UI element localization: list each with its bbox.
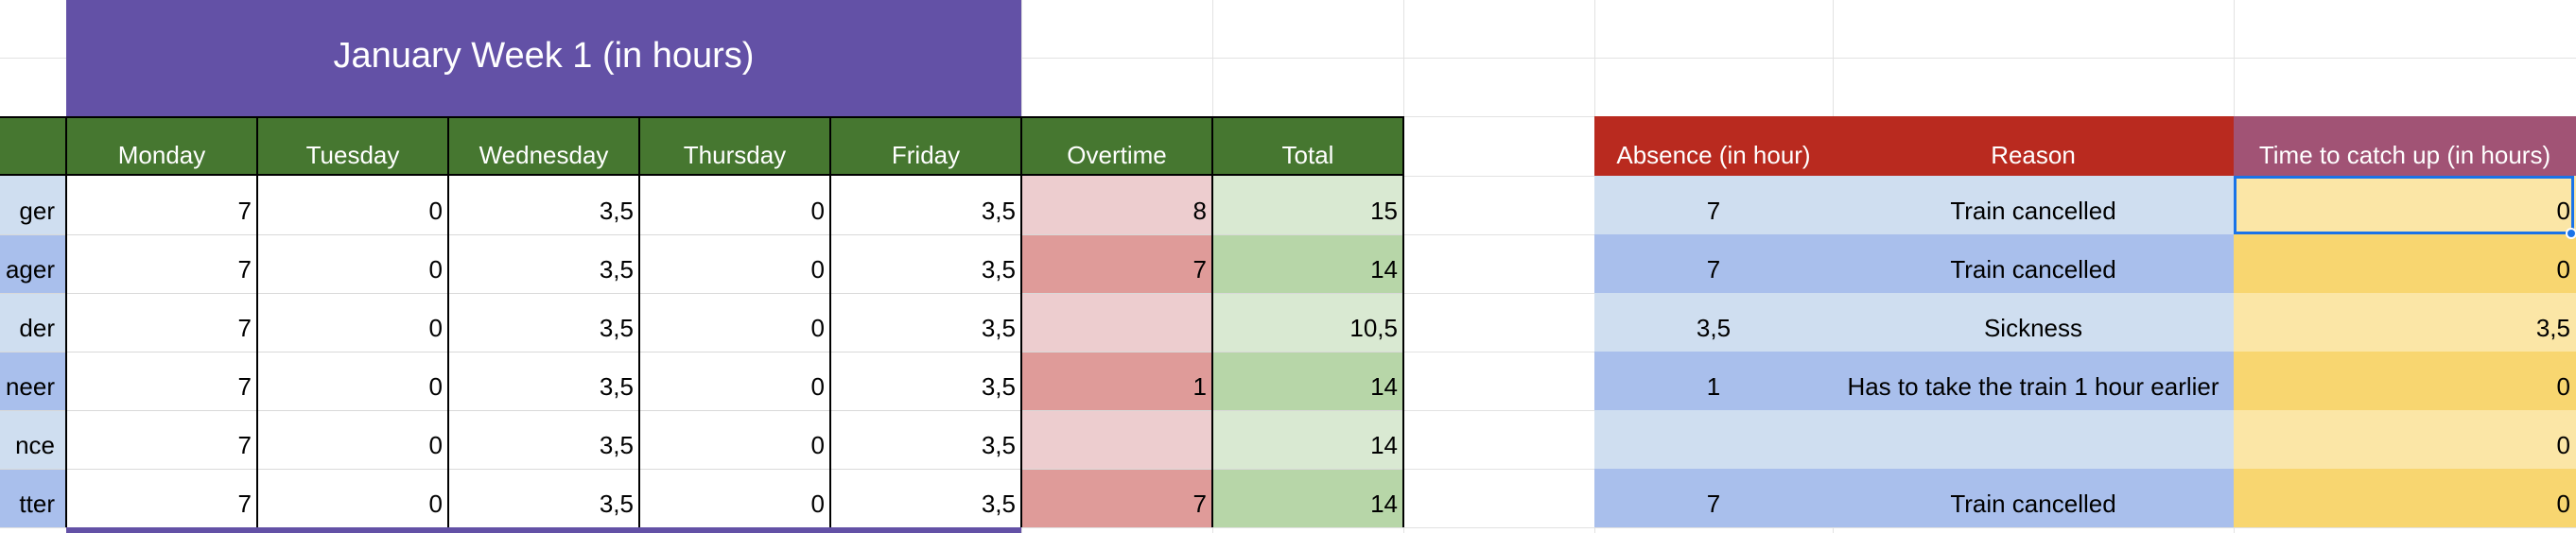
reason-cell[interactable]: Has to take the train 1 hour earlier bbox=[1833, 352, 2234, 410]
wednesday-cell[interactable]: 3,5 bbox=[448, 469, 639, 527]
gridline-horizontal bbox=[0, 527, 2576, 528]
row-divider bbox=[0, 469, 1403, 470]
wednesday-cell[interactable]: 3,5 bbox=[448, 352, 639, 410]
catch-up-cell[interactable]: 3,5 bbox=[2234, 293, 2576, 352]
header-friday[interactable]: Friday bbox=[830, 116, 1021, 176]
monday-cell[interactable]: 7 bbox=[66, 176, 257, 234]
catch-up-cell[interactable]: 0 bbox=[2234, 352, 2576, 410]
total-cell[interactable]: 14 bbox=[1212, 469, 1403, 527]
row-divider bbox=[0, 293, 1403, 294]
reason-cell[interactable]: Train cancelled bbox=[1833, 469, 2234, 527]
header-thursday[interactable]: Thursday bbox=[639, 116, 830, 176]
reason-cell[interactable]: Sickness bbox=[1833, 293, 2234, 352]
total-cell[interactable]: 10,5 bbox=[1212, 293, 1403, 352]
overtime-cell[interactable]: 8 bbox=[1021, 176, 1212, 234]
overtime-cell[interactable] bbox=[1021, 293, 1212, 352]
tuesday-cell[interactable]: 0 bbox=[257, 234, 448, 293]
table-border-header bbox=[0, 174, 1403, 176]
wednesday-cell[interactable]: 3,5 bbox=[448, 234, 639, 293]
catch-up-cell[interactable]: 0 bbox=[2234, 234, 2576, 293]
column-border bbox=[447, 116, 449, 527]
total-cell[interactable]: 14 bbox=[1212, 234, 1403, 293]
fill-handle[interactable] bbox=[2566, 228, 2576, 239]
header-total[interactable]: Total bbox=[1212, 116, 1403, 176]
row-divider bbox=[0, 410, 1403, 411]
header-monday[interactable]: Monday bbox=[66, 116, 257, 176]
title-band-bottom bbox=[66, 527, 1021, 533]
overtime-cell[interactable] bbox=[1021, 410, 1212, 469]
role-cell[interactable]: der bbox=[0, 293, 66, 352]
role-cell[interactable]: tter bbox=[0, 469, 66, 527]
role-cell[interactable]: nce bbox=[0, 410, 66, 469]
header-tuesday[interactable]: Tuesday bbox=[257, 116, 448, 176]
catch-up-cell[interactable]: 0 bbox=[2234, 469, 2576, 527]
thursday-cell[interactable]: 0 bbox=[639, 176, 830, 234]
absence-cell[interactable]: 7 bbox=[1594, 176, 1833, 234]
header-left-stub bbox=[0, 116, 66, 176]
header-wednesday[interactable]: Wednesday bbox=[448, 116, 639, 176]
thursday-cell[interactable]: 0 bbox=[639, 469, 830, 527]
absence-cell[interactable]: 3,5 bbox=[1594, 293, 1833, 352]
overtime-cell[interactable]: 7 bbox=[1021, 469, 1212, 527]
reason-cell[interactable] bbox=[1833, 410, 2234, 469]
absence-cell[interactable]: 1 bbox=[1594, 352, 1833, 410]
friday-cell[interactable]: 3,5 bbox=[830, 176, 1021, 234]
wednesday-cell[interactable]: 3,5 bbox=[448, 410, 639, 469]
tuesday-cell[interactable]: 0 bbox=[257, 176, 448, 234]
thursday-cell[interactable]: 0 bbox=[639, 293, 830, 352]
monday-cell[interactable]: 7 bbox=[66, 469, 257, 527]
wednesday-cell[interactable]: 3,5 bbox=[448, 293, 639, 352]
thursday-cell[interactable]: 0 bbox=[639, 234, 830, 293]
tuesday-cell[interactable]: 0 bbox=[257, 469, 448, 527]
friday-cell[interactable]: 3,5 bbox=[830, 469, 1021, 527]
header-overtime[interactable]: Overtime bbox=[1021, 116, 1212, 176]
role-cell[interactable]: ager bbox=[0, 234, 66, 293]
monday-cell[interactable]: 7 bbox=[66, 293, 257, 352]
catch-up-cell[interactable]: 0 bbox=[2234, 410, 2576, 469]
total-cell[interactable]: 14 bbox=[1212, 410, 1403, 469]
friday-cell[interactable]: 3,5 bbox=[830, 293, 1021, 352]
thursday-cell[interactable]: 0 bbox=[639, 352, 830, 410]
header-reason[interactable]: Reason bbox=[1833, 116, 2234, 176]
absence-cell[interactable] bbox=[1594, 410, 1833, 469]
table-border-top bbox=[0, 116, 1403, 118]
overtime-cell[interactable]: 7 bbox=[1021, 234, 1212, 293]
column-border bbox=[638, 116, 640, 527]
friday-cell[interactable]: 3,5 bbox=[830, 352, 1021, 410]
tuesday-cell[interactable]: 0 bbox=[257, 293, 448, 352]
column-border bbox=[829, 116, 831, 527]
tuesday-cell[interactable]: 0 bbox=[257, 352, 448, 410]
gridline-horizontal bbox=[0, 58, 2576, 59]
absence-cell[interactable]: 7 bbox=[1594, 234, 1833, 293]
absence-cell[interactable]: 7 bbox=[1594, 469, 1833, 527]
row-divider bbox=[0, 234, 1403, 235]
total-cell[interactable]: 14 bbox=[1212, 352, 1403, 410]
column-border bbox=[1020, 116, 1022, 527]
monday-cell[interactable]: 7 bbox=[66, 352, 257, 410]
catch-up-cell[interactable]: 0 bbox=[2234, 176, 2576, 234]
sheet-title-banner[interactable]: January Week 1 (in hours) bbox=[66, 0, 1021, 116]
sheet-title: January Week 1 (in hours) bbox=[333, 36, 755, 76]
tuesday-cell[interactable]: 0 bbox=[257, 410, 448, 469]
column-border bbox=[1211, 116, 1213, 527]
column-border bbox=[1402, 116, 1404, 527]
monday-cell[interactable]: 7 bbox=[66, 410, 257, 469]
total-cell[interactable]: 15 bbox=[1212, 176, 1403, 234]
overtime-cell[interactable]: 1 bbox=[1021, 352, 1212, 410]
column-border bbox=[256, 116, 258, 527]
friday-cell[interactable]: 3,5 bbox=[830, 410, 1021, 469]
column-border bbox=[65, 116, 67, 527]
role-cell[interactable]: ger bbox=[0, 176, 66, 234]
friday-cell[interactable]: 3,5 bbox=[830, 234, 1021, 293]
monday-cell[interactable]: 7 bbox=[66, 234, 257, 293]
active-cell-selection[interactable] bbox=[2234, 176, 2574, 234]
wednesday-cell[interactable]: 3,5 bbox=[448, 176, 639, 234]
role-cell[interactable]: neer bbox=[0, 352, 66, 410]
reason-cell[interactable]: Train cancelled bbox=[1833, 234, 2234, 293]
header-catch-up[interactable]: Time to catch up (in hours) bbox=[2234, 116, 2576, 176]
thursday-cell[interactable]: 0 bbox=[639, 410, 830, 469]
reason-cell[interactable]: Train cancelled bbox=[1833, 176, 2234, 234]
header-absence[interactable]: Absence (in hour) bbox=[1594, 116, 1833, 176]
